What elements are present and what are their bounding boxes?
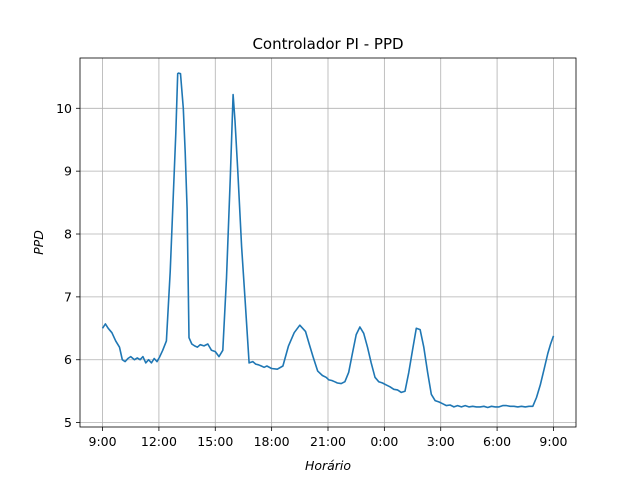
x-tick-label: 9:00: [539, 434, 567, 449]
ticks: [76, 107, 554, 431]
x-tick-label: 6:00: [483, 434, 511, 449]
series-line: [101, 72, 555, 409]
x-tick-label: 18:00: [254, 434, 290, 449]
x-tick-label: 0:00: [370, 434, 398, 449]
series-layer: [101, 72, 555, 409]
y-tick-label: 9: [64, 164, 72, 179]
chart-title: Controlador PI - PPD: [252, 35, 403, 53]
tick-labels: 9:00 12:00 15:00 18:00 21:00 0:00 3:00 6:00 9:00…: [56, 101, 567, 449]
y-tick-label: 6: [64, 352, 72, 367]
x-tick-label: 15:00: [197, 434, 233, 449]
x-tick-label: 9:00: [89, 434, 117, 449]
x-tick-label: 3:00: [427, 434, 455, 449]
y-tick-label: 5: [64, 415, 72, 430]
y-tick-label: 10: [56, 101, 72, 116]
x-axis-label: Horário: [305, 458, 351, 473]
grid: [80, 58, 576, 427]
y-axis-label: PPD: [31, 230, 46, 255]
y-tick-label: 8: [64, 227, 72, 242]
x-tick-label: 12:00: [141, 434, 177, 449]
x-tick-label: 21:00: [310, 434, 346, 449]
y-tick-label: 7: [64, 289, 72, 304]
